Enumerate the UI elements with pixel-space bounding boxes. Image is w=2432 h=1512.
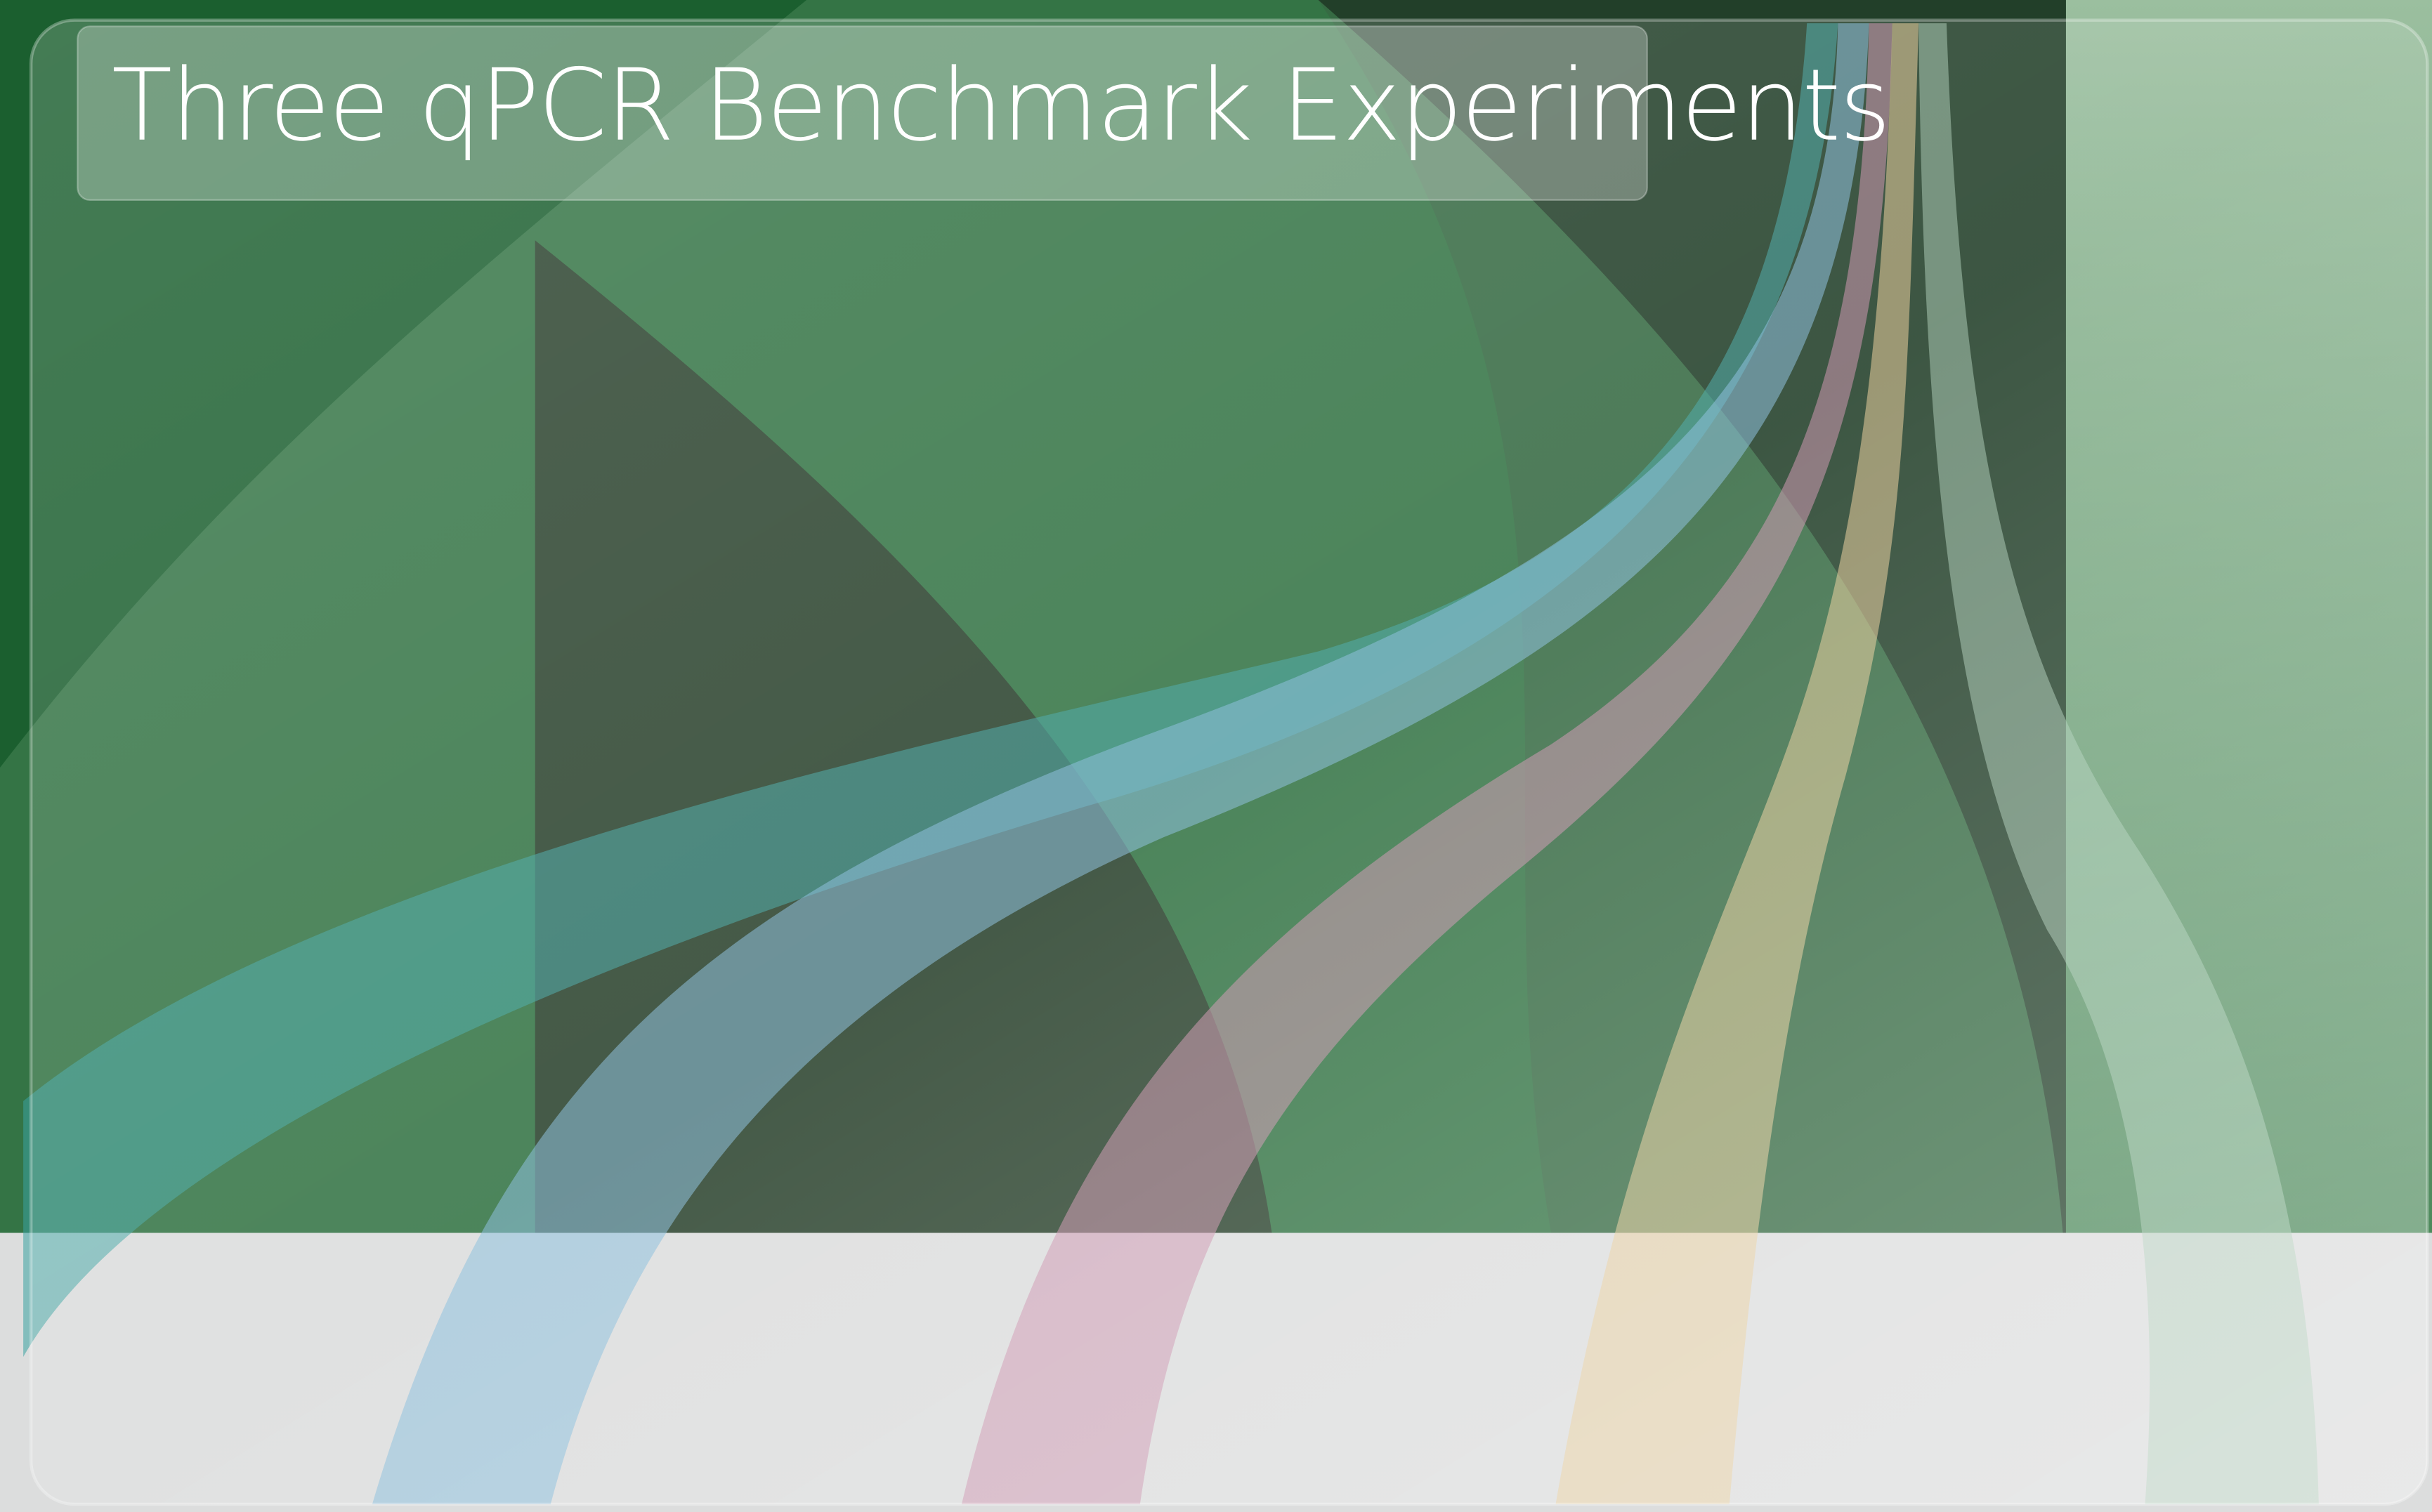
title: Three qPCR Benchmark Experiments [112,48,1890,164]
glass-panel [29,18,2429,1506]
title-box [77,25,1648,201]
